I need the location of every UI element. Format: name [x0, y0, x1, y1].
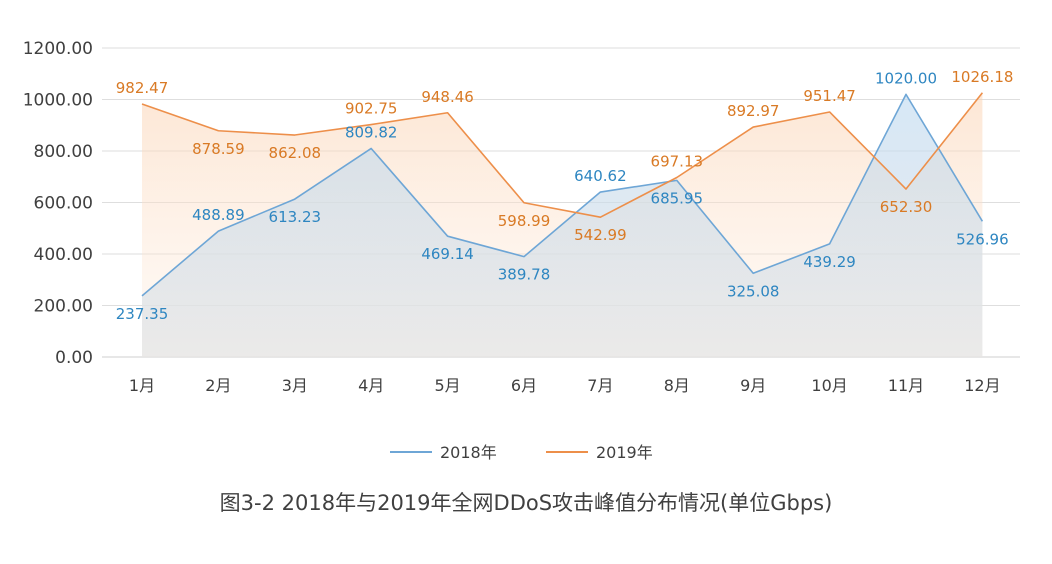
data-label-2019: 542.99 [574, 226, 627, 244]
chart-title: 图3-2 2018年与2019年全网DDoS攻击峰值分布情况(单位Gbps) [220, 491, 833, 515]
x-tick-label: 6月 [511, 376, 537, 395]
y-tick-label: 400.00 [34, 245, 93, 265]
data-label-2019: 697.13 [651, 152, 704, 170]
data-label-2019: 878.59 [192, 140, 245, 158]
legend-label: 2019年 [596, 443, 653, 462]
data-label-2018: 526.96 [956, 230, 1009, 248]
series-area [142, 94, 983, 357]
x-tick-label: 9月 [740, 376, 766, 395]
data-label-2019: 948.46 [421, 88, 474, 106]
x-tick-label: 2月 [205, 376, 231, 395]
data-label-2018: 488.89 [192, 206, 245, 224]
x-tick-label: 7月 [587, 376, 613, 395]
data-label-2019: 598.99 [498, 212, 551, 230]
data-label-2018: 469.14 [421, 245, 474, 263]
x-tick-label: 10月 [811, 376, 847, 395]
x-tick-label: 12月 [964, 376, 1000, 395]
data-label-2019: 902.75 [345, 100, 398, 118]
data-label-2018: 685.95 [651, 189, 704, 207]
x-tick-label: 1月 [129, 376, 155, 395]
x-tick-label: 11月 [888, 376, 924, 395]
data-label-2019: 652.30 [880, 198, 933, 216]
y-tick-label: 1200.00 [23, 39, 93, 59]
legend-label: 2018年 [440, 443, 497, 462]
x-tick-label: 4月 [358, 376, 384, 395]
series-lines [141, 92, 984, 297]
legend: 2018年 2019年 [390, 443, 653, 462]
y-tick-label: 600.00 [34, 194, 93, 214]
data-label-2019: 862.08 [269, 144, 322, 162]
x-tick-label: 8月 [664, 376, 690, 395]
y-tick-label: 800.00 [34, 142, 93, 162]
data-label-2019: 892.97 [727, 102, 780, 120]
data-label-2018: 439.29 [803, 253, 856, 271]
x-tick-label: 3月 [282, 376, 308, 395]
data-label-2018: 389.78 [498, 266, 551, 284]
data-label-2018: 1020.00 [875, 69, 937, 87]
data-label-2018: 325.08 [727, 282, 780, 300]
data-label-2018: 237.35 [116, 305, 169, 323]
x-tick-label: 5月 [435, 376, 461, 395]
data-label-2018: 809.82 [345, 123, 398, 141]
data-label-2019: 982.47 [116, 79, 169, 97]
axis-ticks: 0.00 200.00 400.00 600.00 800.00 1000.00 1200.… [23, 39, 1001, 395]
data-label-2018: 613.23 [269, 208, 322, 226]
data-label-2019: 1026.18 [951, 68, 1013, 86]
series-line-2019 [141, 92, 984, 218]
series-line-2018 [141, 93, 984, 297]
data-label-2019: 951.47 [803, 87, 856, 105]
y-tick-label: 0.00 [55, 348, 93, 368]
y-tick-label: 200.00 [34, 297, 93, 317]
data-label-2018: 640.62 [574, 167, 627, 185]
y-tick-label: 1000.00 [23, 91, 93, 111]
data-labels: 237.35 488.89 613.23 809.82 469.14 389.78 640.… [116, 68, 1014, 323]
